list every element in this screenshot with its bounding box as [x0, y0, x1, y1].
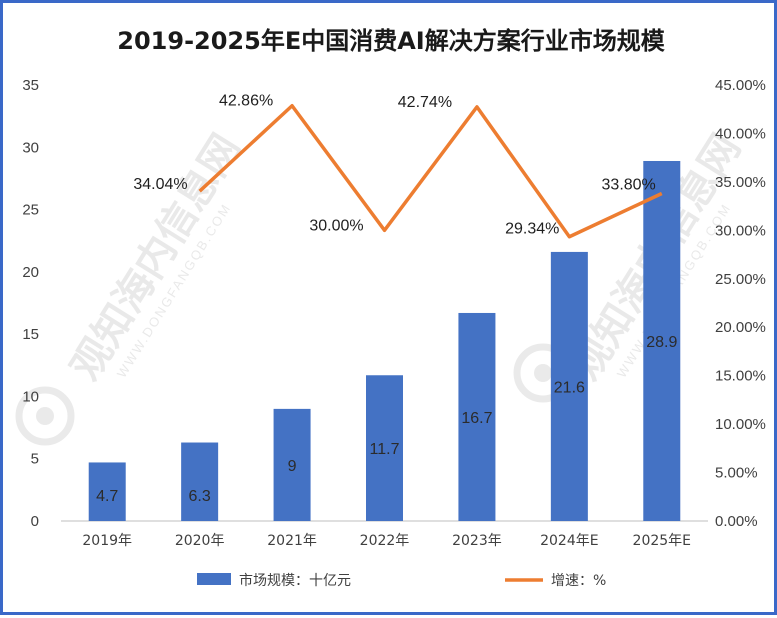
growth-line	[200, 106, 662, 237]
line-data-label: 29.34%	[505, 221, 559, 238]
bar-data-label: 6.3	[189, 488, 211, 505]
legend-bar-label: 市场规模：十亿元	[239, 572, 351, 589]
bar-data-label: 28.9	[646, 334, 677, 351]
y-left-tick-label: 25	[22, 202, 39, 219]
chart-svg: 观知海内信息网WWW.DONGFANGQB.COM观知海内信息网WWW.DONG…	[3, 3, 777, 618]
y-left-tick-label: 5	[31, 451, 39, 468]
line-data-label: 33.80%	[602, 177, 656, 194]
bar-data-label: 16.7	[461, 410, 492, 427]
legend-bar-swatch	[197, 573, 231, 585]
line-data-label: 30.00%	[309, 217, 363, 234]
chart-title: 2019-2025年E中国消费AI解决方案行业市场规模	[117, 27, 665, 55]
legend-line-label: 增速：%	[551, 573, 606, 589]
y-right-tick-label: 35.00%	[715, 174, 766, 191]
y-left-tick-label: 20	[22, 264, 39, 281]
watermark-text: 观知海内信息网	[62, 126, 249, 388]
y-right-tick-label: 30.00%	[715, 222, 766, 239]
y-right-tick-label: 25.00%	[715, 271, 766, 288]
bar-1	[181, 443, 218, 521]
line-data-label: 42.86%	[219, 93, 273, 110]
x-tick-label: 2022年	[360, 533, 410, 549]
legend: 市场规模：十亿元 增速：%	[197, 572, 606, 589]
x-tick-label: 2024年E	[540, 533, 598, 549]
watermark-logo-dot-2	[534, 364, 552, 382]
line-data-label: 34.04%	[133, 176, 187, 193]
y-right-tick-label: 0.00%	[715, 513, 758, 530]
y-right-tick-label: 10.00%	[715, 416, 766, 433]
y-right-tick-label: 20.00%	[715, 319, 766, 336]
y-left-tick-label: 0	[31, 513, 39, 530]
x-tick-label: 2021年	[267, 533, 317, 549]
x-tick-label: 2025年E	[633, 533, 691, 549]
y-left-tick-label: 35	[22, 77, 39, 94]
y-left-tick-label: 30	[22, 139, 39, 156]
line-data-label: 42.74%	[398, 94, 452, 111]
y-left-tick-label: 10	[22, 388, 39, 405]
x-tick-label: 2020年	[175, 533, 225, 549]
y-right-tick-label: 15.00%	[715, 368, 766, 385]
bar-data-label: 9	[288, 458, 297, 475]
x-tick-label: 2019年	[82, 533, 132, 549]
y-right-tick-label: 40.00%	[715, 125, 766, 142]
bar-data-label: 21.6	[554, 379, 585, 396]
bar-data-label: 11.7	[370, 441, 400, 458]
bar-data-label: 4.7	[96, 488, 118, 505]
watermark-logo-dot-1	[36, 407, 54, 425]
y-right-tick-label: 5.00%	[715, 465, 758, 482]
y-right-tick-label: 45.00%	[715, 77, 766, 94]
y-left-tick-label: 15	[22, 326, 39, 343]
x-tick-label: 2023年	[452, 533, 502, 549]
